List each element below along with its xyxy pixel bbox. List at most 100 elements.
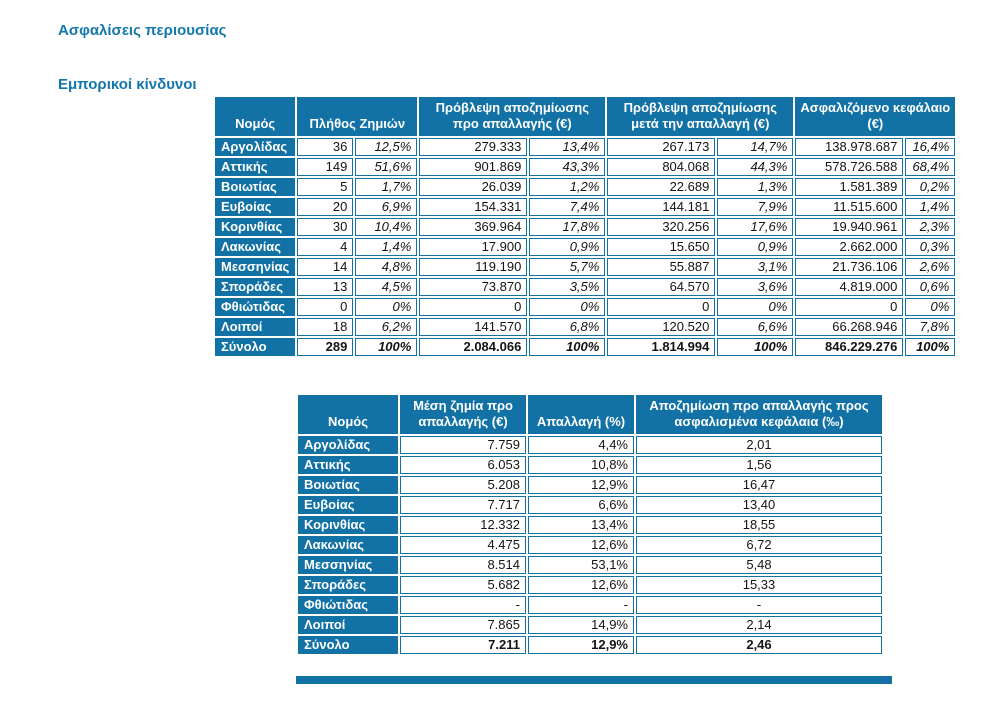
- cell: 68,4%: [905, 157, 956, 176]
- table-row: Κορινθίας 12.332 13,4% 18,55: [298, 515, 882, 534]
- total-pre: 2.084.066: [419, 337, 528, 356]
- cell: 138.978.687: [795, 137, 904, 156]
- cell: 1.581.389: [795, 177, 904, 196]
- cell: 11.515.600: [795, 197, 904, 216]
- cell: 267.173: [607, 137, 716, 156]
- cell: 0: [795, 297, 904, 316]
- cell: 7,9%: [717, 197, 794, 216]
- cell: 0%: [355, 297, 418, 316]
- cell: 4,4%: [528, 435, 634, 454]
- cell: 4,8%: [355, 257, 418, 276]
- row-label: Μεσσηνίας: [215, 257, 296, 276]
- claims-overview-table: Νομός Πλήθος Ζημιών Πρόβλεψη αποζημίωσης…: [213, 95, 957, 358]
- total-pre-pct: 100%: [529, 337, 606, 356]
- cell: 64.570: [607, 277, 716, 296]
- row-label: Φθιώτιδας: [298, 595, 398, 614]
- cell: 7.759: [400, 435, 526, 454]
- cell: 12,5%: [355, 137, 418, 156]
- cell: 0,3%: [905, 237, 956, 256]
- total-label: Σύνολο: [215, 337, 296, 356]
- row-label: Ευβοίας: [215, 197, 296, 216]
- row-label: Κορινθίας: [298, 515, 398, 534]
- cell: 14,7%: [717, 137, 794, 156]
- header-mesi-zimia: Μέση ζημία προ απαλλαγής (€): [400, 395, 526, 434]
- cell: 4,5%: [355, 277, 418, 296]
- row-label: Λακωνίας: [298, 535, 398, 554]
- cell: 1,4%: [355, 237, 418, 256]
- cell: 13,40: [636, 495, 882, 514]
- cell: 279.333: [419, 137, 528, 156]
- cell: 1,7%: [355, 177, 418, 196]
- cell: 73.870: [419, 277, 528, 296]
- cell: 6,72: [636, 535, 882, 554]
- cell: 17,6%: [717, 217, 794, 236]
- table-row: Αργολίδας 7.759 4,4% 2,01: [298, 435, 882, 454]
- total-avg: 7.211: [400, 635, 526, 654]
- cell: 2,6%: [905, 257, 956, 276]
- row-label: Λοιποί: [215, 317, 296, 336]
- total-count: 289: [297, 337, 354, 356]
- cell: 15.650: [607, 237, 716, 256]
- table-row: Λοιποί 18 6,2% 141.570 6,8% 120.520 6,6% 66.268…: [215, 317, 956, 336]
- cell: 154.331: [419, 197, 528, 216]
- cell: 21.736.106: [795, 257, 904, 276]
- cell: 6,9%: [355, 197, 418, 216]
- table-row: Φθιώτιδας - - -: [298, 595, 882, 614]
- total-label-2: Σύνολο: [298, 635, 398, 654]
- table-row: Λακωνίας 4.475 12,6% 6,72: [298, 535, 882, 554]
- cell: 6,2%: [355, 317, 418, 336]
- cell: 17,8%: [529, 217, 606, 236]
- cell: 2,01: [636, 435, 882, 454]
- cell: 7.717: [400, 495, 526, 514]
- table-row: Λακωνίας 4 1,4% 17.900 0,9% 15.650 0,9% 2.662.0…: [215, 237, 956, 256]
- cell: 5.682: [400, 575, 526, 594]
- cell: 0%: [717, 297, 794, 316]
- cell: 144.181: [607, 197, 716, 216]
- row-label: Μεσσηνίας: [298, 555, 398, 574]
- table-row: Σποράδες 13 4,5% 73.870 3,5% 64.570 3,6% 4.819.…: [215, 277, 956, 296]
- average-table-header-row: Νομός Μέση ζημία προ απαλλαγής (€) Απαλλ…: [298, 395, 882, 434]
- cell: 369.964: [419, 217, 528, 236]
- cell: 7.865: [400, 615, 526, 634]
- row-label: Σποράδες: [215, 277, 296, 296]
- cell: 51,6%: [355, 157, 418, 176]
- header-asfalizomeno-kefalaio: Ασφαλιζόμενο κεφάλαιο (€): [795, 97, 956, 136]
- cell: 6.053: [400, 455, 526, 474]
- cell: 119.190: [419, 257, 528, 276]
- cell: 53,1%: [528, 555, 634, 574]
- average-claim-table: Νομός Μέση ζημία προ απαλλαγής (€) Απαλλ…: [296, 393, 884, 656]
- cell: 5,48: [636, 555, 882, 574]
- cell: 3,5%: [529, 277, 606, 296]
- cell: 7,4%: [529, 197, 606, 216]
- average-table-body: Αργολίδας 7.759 4,4% 2,01 Αττικής 6.053 10,8% 1…: [298, 435, 882, 634]
- cell: 14,9%: [528, 615, 634, 634]
- row-label: Φθιώτιδας: [215, 297, 296, 316]
- cell: 3,6%: [717, 277, 794, 296]
- cell: 0: [419, 297, 528, 316]
- cell: 320.256: [607, 217, 716, 236]
- cell: 36: [297, 137, 354, 156]
- cell: 0,6%: [905, 277, 956, 296]
- row-label: Σποράδες: [298, 575, 398, 594]
- header-plithos-zimion: Πλήθος Ζημιών: [297, 97, 418, 136]
- row-label: Αργολίδας: [215, 137, 296, 156]
- cell: 13,4%: [528, 515, 634, 534]
- cell: 18,55: [636, 515, 882, 534]
- cell: 30: [297, 217, 354, 236]
- cell: 13,4%: [529, 137, 606, 156]
- row-label: Λοιποί: [298, 615, 398, 634]
- cell: 12,6%: [528, 575, 634, 594]
- table-row: Ευβοίας 20 6,9% 154.331 7,4% 144.181 7,9% 11.51…: [215, 197, 956, 216]
- cell: 13: [297, 277, 354, 296]
- cell: 6,8%: [529, 317, 606, 336]
- average-table-total-row: Σύνολο 7.211 12,9% 2,46: [298, 635, 882, 654]
- header-provlepsi-pro-apallagis: Πρόβλεψη αποζημίωσης προ απαλλαγής (€): [419, 97, 606, 136]
- cell: 15,33: [636, 575, 882, 594]
- cell: 0,9%: [529, 237, 606, 256]
- table-row: Λοιποί 7.865 14,9% 2,14: [298, 615, 882, 634]
- cell: -: [400, 595, 526, 614]
- total-apallagi-pct: 12,9%: [528, 635, 634, 654]
- cell: 12,6%: [528, 535, 634, 554]
- header-nomos-2: Νομός: [298, 395, 398, 434]
